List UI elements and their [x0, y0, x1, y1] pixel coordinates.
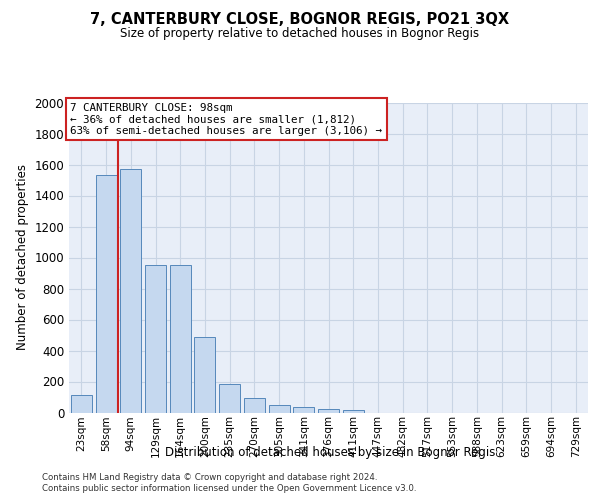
Bar [318, 409, 339, 412]
Text: Contains public sector information licensed under the Open Government Licence v3: Contains public sector information licen… [42, 484, 416, 493]
Text: Contains HM Land Registry data © Crown copyright and database right 2024.: Contains HM Land Registry data © Crown c… [42, 472, 377, 482]
Bar [343, 410, 364, 412]
Bar [194, 336, 215, 412]
Bar [293, 407, 314, 412]
Y-axis label: Number of detached properties: Number of detached properties [16, 164, 29, 350]
Bar [145, 265, 166, 412]
Bar [71, 396, 92, 412]
Text: Distribution of detached houses by size in Bognor Regis: Distribution of detached houses by size … [165, 446, 495, 459]
Bar [170, 265, 191, 412]
Text: Size of property relative to detached houses in Bognor Regis: Size of property relative to detached ho… [121, 28, 479, 40]
Bar [219, 384, 240, 412]
Bar [95, 174, 116, 412]
Bar [244, 398, 265, 412]
Bar [120, 169, 141, 412]
Bar [269, 405, 290, 412]
Text: 7 CANTERBURY CLOSE: 98sqm
← 36% of detached houses are smaller (1,812)
63% of se: 7 CANTERBURY CLOSE: 98sqm ← 36% of detac… [70, 102, 382, 136]
Text: 7, CANTERBURY CLOSE, BOGNOR REGIS, PO21 3QX: 7, CANTERBURY CLOSE, BOGNOR REGIS, PO21 … [91, 12, 509, 28]
